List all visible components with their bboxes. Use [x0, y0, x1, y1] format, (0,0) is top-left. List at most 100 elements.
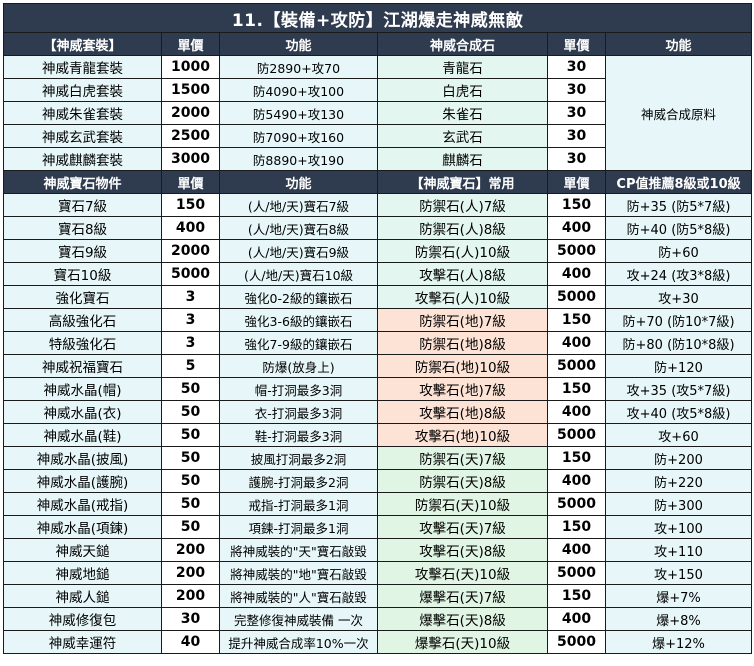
gem-item-price: 200	[161, 561, 220, 585]
gem-stone-price: 150	[547, 515, 606, 539]
stone-name: 朱雀石	[377, 101, 548, 125]
set-row: 神威白虎套裝 1500 防4090+攻100 白虎石 30	[3, 78, 752, 102]
gem-stone-name: 防禦石(地)10級	[377, 354, 548, 378]
gem-stone-name: 防禦石(地)7級	[377, 308, 548, 332]
gem-item-func: 提升神威合成率10%一次	[219, 630, 378, 654]
gem-stone-price: 150	[547, 308, 606, 332]
gem-recommendation: 防+300	[604, 492, 753, 516]
set-name: 神威朱雀套裝	[3, 101, 162, 125]
gem-stone-price: 150	[547, 446, 606, 470]
gem-item-price: 30	[161, 607, 220, 631]
gem-item-price: 3	[161, 285, 220, 309]
gem-row: 高級強化石 3 強化3-6級的鑲嵌石 防禦石(地)7級 150 防+70 (防10*7級)	[3, 308, 753, 332]
gem-row: 寶石8級 400 (人/地/天)寶石8級 防禦石(人)8級 400 防+40 (防5*8級…	[3, 216, 753, 240]
gem-recommendation: 攻+150	[604, 561, 753, 585]
header-cell: 【神威寶石】常用	[377, 170, 548, 194]
gem-item-name: 神威水晶(衣)	[3, 400, 162, 424]
stone-name: 青龍石	[377, 55, 548, 79]
gem-item-func: (人/地/天)寶石9級	[219, 239, 378, 263]
set-func: 防4090+攻100	[219, 78, 378, 102]
gem-recommendation: 防+220	[604, 469, 753, 493]
gem-item-name: 神威地鎚	[3, 561, 162, 585]
gem-stone-price: 150	[547, 193, 606, 217]
gem-item-name: 寶石10級	[3, 262, 162, 286]
gem-item-func: 將神威裝的"地"寶石敲毀	[219, 561, 378, 585]
stone-name: 白虎石	[377, 78, 548, 102]
gem-item-name: 神威水晶(披風)	[3, 446, 162, 470]
gem-item-func: 披風打洞最多2洞	[219, 446, 378, 470]
stone-price: 30	[547, 101, 606, 125]
set-func: 防5490+攻130	[219, 101, 378, 125]
gem-stone-price: 400	[547, 331, 606, 355]
gem-item-name: 強化寶石	[3, 285, 162, 309]
gem-stone-name: 爆擊石(天)10級	[377, 630, 548, 654]
gem-row: 特級強化石 3 強化7-9級的鑲嵌石 防禦石(地)8級 400 防+80 (防10*8級)	[3, 331, 753, 355]
table-title: 11.【裝備+攻防】江湖爆走神威無敵	[2, 3, 753, 33]
set-name: 神威白虎套裝	[3, 78, 162, 102]
gem-recommendation: 攻+30	[604, 285, 753, 309]
gem-recommendation: 防+60	[604, 239, 753, 263]
gem-stone-name: 爆擊石(天)7級	[377, 584, 548, 608]
gem-item-name: 寶石7級	[3, 193, 162, 217]
gem-item-func: (人/地/天)寶石8級	[219, 216, 378, 240]
gem-item-price: 200	[161, 538, 220, 562]
gem-stone-name: 攻擊石(人)10級	[377, 285, 548, 309]
gem-stone-price: 400	[547, 469, 606, 493]
set-name: 神威麒麟套裝	[3, 147, 162, 171]
gem-stone-name: 防禦石(天)7級	[377, 446, 548, 470]
gem-item-price: 50	[161, 469, 220, 493]
header-cell: 功能	[219, 170, 378, 194]
gem-header-row: 神威寶石物件 單價 功能 【神威寶石】常用 單價 CP值推薦8級或10級	[3, 170, 753, 194]
gem-item-func: 完整修復神威裝備 一次	[219, 607, 378, 631]
gem-row: 神威水晶(鞋) 50 鞋-打洞最多3洞 攻擊石(地)10級 5000 攻+60	[3, 423, 753, 447]
gem-row: 神威水晶(衣) 50 衣-打洞最多3洞 攻擊石(地)8級 400 攻+40 (攻5*8級)	[3, 400, 753, 424]
gem-item-price: 3	[161, 331, 220, 355]
gem-item-func: 防爆(放身上)	[219, 354, 378, 378]
header-cell: 神威寶石物件	[3, 170, 162, 194]
gem-recommendation: 防+35 (防5*7級)	[604, 193, 753, 217]
gem-item-name: 寶石8級	[3, 216, 162, 240]
gem-item-func: 項鍊-打洞最多1洞	[219, 515, 378, 539]
gem-item-func: 強化3-6級的鑲嵌石	[219, 308, 378, 332]
gem-row: 神威修復包 30 完整修復神威裝備 一次 爆擊石(天)8級 400 爆+8%	[3, 607, 753, 631]
gem-item-name: 神威水晶(帽)	[3, 377, 162, 401]
stone-price: 30	[547, 55, 606, 79]
set-name: 神威玄武套裝	[3, 124, 162, 148]
gem-item-func: 將神威裝的"天"寶石敲毀	[219, 538, 378, 562]
gem-stone-name: 防禦石(人)10級	[377, 239, 548, 263]
set-price: 3000	[161, 147, 220, 171]
gem-item-price: 2000	[161, 239, 220, 263]
gem-item-name: 神威幸運符	[3, 630, 162, 654]
set-func: 防2890+攻70	[219, 55, 378, 79]
gem-row: 神威水晶(披風) 50 披風打洞最多2洞 防禦石(天)7級 150 防+200	[3, 446, 753, 470]
gem-recommendation: 爆+7%	[604, 584, 753, 608]
gem-item-name: 神威水晶(項鍊)	[3, 515, 162, 539]
gem-item-price: 50	[161, 377, 220, 401]
header-cell: 單價	[161, 170, 220, 194]
gem-item-price: 50	[161, 492, 220, 516]
gem-item-name: 神威修復包	[3, 607, 162, 631]
set-name: 神威青龍套裝	[3, 55, 162, 79]
gem-recommendation: 攻+24 (攻3*8級)	[604, 262, 753, 286]
gem-item-price: 5000	[161, 262, 220, 286]
gem-item-price: 50	[161, 446, 220, 470]
gem-item-price: 40	[161, 630, 220, 654]
set-row: 神威青龍套裝 1000 防2890+攻70 青龍石 30 神威合成原料	[3, 55, 753, 171]
gem-item-func: 強化7-9級的鑲嵌石	[219, 331, 378, 355]
gem-recommendation: 攻+110	[604, 538, 753, 562]
header-cell: 單價	[161, 32, 220, 56]
gem-item-price: 3	[161, 308, 220, 332]
gem-item-price: 400	[161, 216, 220, 240]
gem-recommendation: 攻+60	[604, 423, 753, 447]
stone-name: 麒麟石	[377, 147, 548, 171]
gem-row: 神威水晶(項鍊) 50 項鍊-打洞最多1洞 攻擊石(天)7級 150 攻+100	[3, 515, 753, 539]
stone-name: 玄武石	[377, 124, 548, 148]
gem-stone-name: 攻擊石(天)7級	[377, 515, 548, 539]
set-price: 1500	[161, 78, 220, 102]
gem-stone-name: 攻擊石(人)8級	[377, 262, 548, 286]
title-row: 11.【裝備+攻防】江湖爆走神威無敵	[2, 3, 753, 33]
gem-item-func: (人/地/天)寶石7級	[219, 193, 378, 217]
gem-item-name: 神威水晶(護腕)	[3, 469, 162, 493]
gem-item-name: 神威人鎚	[3, 584, 162, 608]
gem-item-price: 5	[161, 354, 220, 378]
